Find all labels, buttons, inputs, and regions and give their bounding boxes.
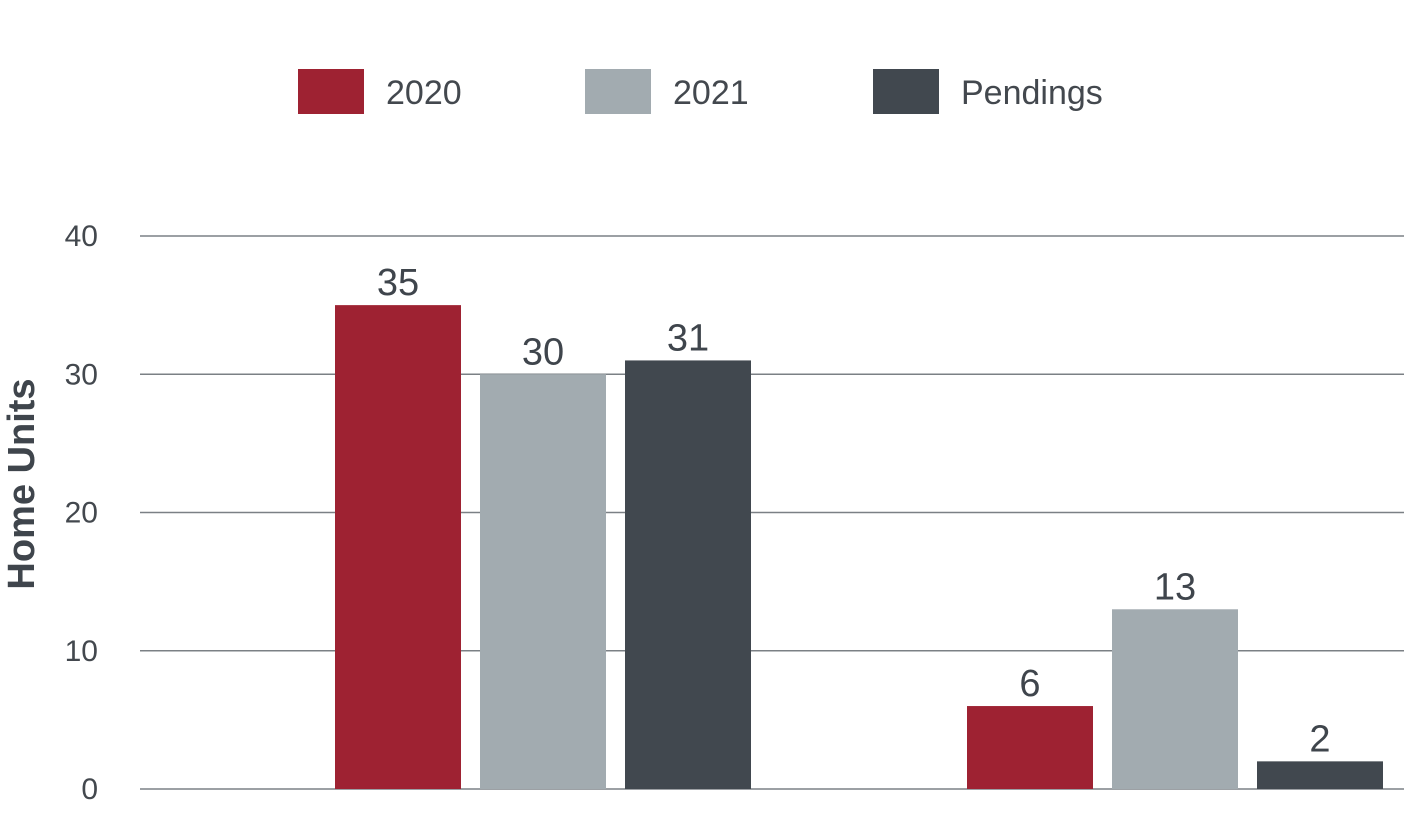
data-label: 30 [522,331,564,373]
data-label: 31 [667,317,709,359]
legend-label: 2021 [673,74,749,112]
data-labels: 35 6 30 13 31 2 [377,262,1331,760]
legend-swatch [298,69,364,114]
bar-2020-1 [335,305,461,789]
data-label: 13 [1154,566,1196,608]
bar-2021-1 [480,374,606,789]
y-tick-label: 0 [81,773,98,806]
bars [335,305,1383,789]
legend-label: Pendings [961,74,1103,112]
legend-swatch [873,69,939,114]
bar-2020-2 [967,706,1093,789]
bar-pendings-1 [625,360,751,789]
legend: 2020 2021 Pendings [298,69,1103,114]
legend-swatch [585,69,651,114]
y-tick-label: 40 [65,220,98,253]
bar-pendings-2 [1257,761,1383,789]
bar-2021-2 [1112,609,1238,789]
data-label: 6 [1019,663,1040,705]
legend-label: 2020 [386,74,462,112]
y-tick-label: 10 [65,635,98,668]
y-axis-ticks: 0 10 20 30 40 [65,220,98,806]
y-tick-label: 20 [65,497,98,530]
data-label: 35 [377,262,419,304]
y-tick-label: 30 [65,358,98,391]
y-axis-label: Home Units [1,378,43,589]
data-label: 2 [1309,718,1330,760]
